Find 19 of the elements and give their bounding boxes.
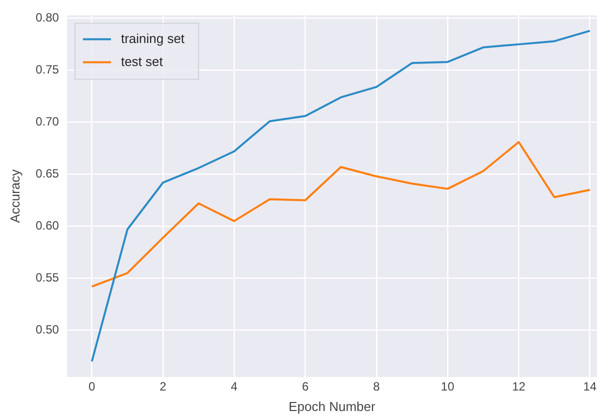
y-tick-label: 0.60 — [36, 218, 60, 233]
y-tick-label: 0.55 — [36, 270, 60, 285]
x-tick-label: 10 — [440, 380, 455, 394]
x-tick-label: 6 — [302, 380, 309, 394]
y-tick-label: 0.70 — [36, 114, 60, 129]
x-tick-label: 8 — [373, 380, 380, 394]
y-axis-title: Accuracy — [7, 168, 22, 223]
x-tick-label: 0 — [88, 380, 96, 394]
x-tick-label: 2 — [160, 380, 167, 394]
x-tick-label: 4 — [230, 380, 238, 394]
legend-label: test set — [120, 54, 164, 69]
x-tick-label: 12 — [512, 380, 526, 394]
x-axis-title: Epoch Number — [288, 398, 376, 414]
y-tick-label: 0.80 — [36, 10, 60, 25]
legend-label: training set — [120, 30, 185, 46]
x-tick-label: 14 — [583, 380, 597, 394]
y-tick-label: 0.65 — [36, 166, 60, 181]
y-tick-label: 0.50 — [36, 322, 60, 337]
y-tick-label: 0.75 — [36, 62, 60, 77]
